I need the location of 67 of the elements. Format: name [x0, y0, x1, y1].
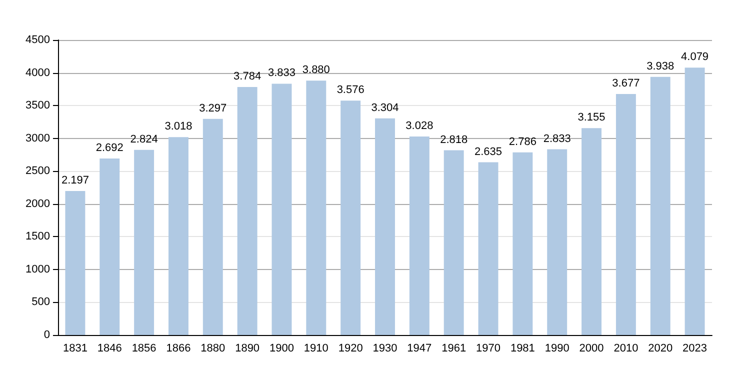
data-label: 3.304	[371, 102, 399, 114]
bar	[202, 118, 223, 335]
x-tick-label: 1970	[476, 342, 501, 354]
data-label: 2.692	[96, 142, 124, 154]
x-tick-label: 2023	[682, 342, 708, 354]
y-tick-label: 1500	[26, 230, 50, 243]
bar	[134, 150, 154, 335]
y-tick-label: 4500	[26, 34, 50, 46]
data-label: 2.197	[61, 174, 89, 186]
x-tick-label: 2010	[614, 342, 638, 354]
data-label: 3.297	[199, 102, 227, 114]
data-label: 3.576	[336, 84, 364, 96]
data-label: 3.018	[164, 120, 192, 133]
bar	[340, 100, 361, 335]
data-label: 2.786	[508, 136, 536, 148]
bar	[478, 162, 498, 335]
data-label: 3.028	[406, 120, 434, 132]
bar	[306, 80, 326, 335]
bar	[65, 190, 86, 335]
bar	[650, 76, 670, 335]
x-tick-label: 1961	[442, 342, 466, 354]
y-tick-label: 3000	[26, 132, 50, 144]
y-tick-label: 2500	[26, 165, 50, 178]
y-tick-label: 500	[32, 296, 50, 308]
bar	[237, 86, 258, 335]
x-tick-label: 1900	[269, 342, 294, 354]
x-tick-label: 1930	[372, 342, 398, 354]
data-label: 3.938	[646, 60, 674, 72]
y-tick-label: 2000	[26, 198, 50, 210]
data-label: 3.155	[578, 112, 606, 124]
bar	[168, 137, 188, 335]
x-tick-label: 1947	[407, 342, 432, 354]
data-label: 2.833	[543, 132, 571, 145]
bar	[547, 149, 568, 335]
x-tick-label: 1856	[132, 342, 156, 354]
bar	[100, 158, 120, 335]
data-label: 2.635	[474, 146, 502, 158]
x-tick-label: 1846	[97, 342, 122, 354]
y-tick-label: 0	[44, 329, 50, 341]
bar	[512, 152, 533, 335]
data-label: 4.079	[681, 51, 709, 64]
y-tick-label: 4000	[26, 66, 50, 79]
data-label: 3.677	[612, 77, 640, 90]
bar	[272, 84, 292, 335]
data-label: 2.824	[130, 133, 158, 146]
x-tick-label: 1990	[544, 342, 570, 354]
data-label: 3.833	[268, 67, 296, 80]
y-tick-label: 3500	[26, 100, 50, 112]
x-tick-label: 1981	[510, 342, 535, 354]
x-tick-label: 1920	[338, 342, 363, 354]
x-tick-label: 1880	[200, 342, 226, 354]
x-tick-label: 2020	[648, 342, 673, 354]
bar	[375, 118, 395, 335]
bar	[444, 150, 464, 335]
y-tick-label: 1000	[26, 263, 50, 276]
data-label: 3.880	[302, 64, 330, 76]
x-tick-label: 1890	[235, 342, 260, 354]
bar	[684, 68, 705, 335]
x-tick-label: 1866	[166, 342, 191, 354]
x-tick-label: 1910	[304, 342, 328, 354]
bar	[409, 136, 430, 335]
bar	[582, 128, 602, 335]
bar	[616, 94, 636, 335]
x-tick-label: 2000	[579, 342, 604, 354]
data-label: 2.818	[440, 134, 468, 146]
x-tick-label: 1831	[62, 342, 88, 354]
data-label: 3.784	[234, 70, 262, 82]
